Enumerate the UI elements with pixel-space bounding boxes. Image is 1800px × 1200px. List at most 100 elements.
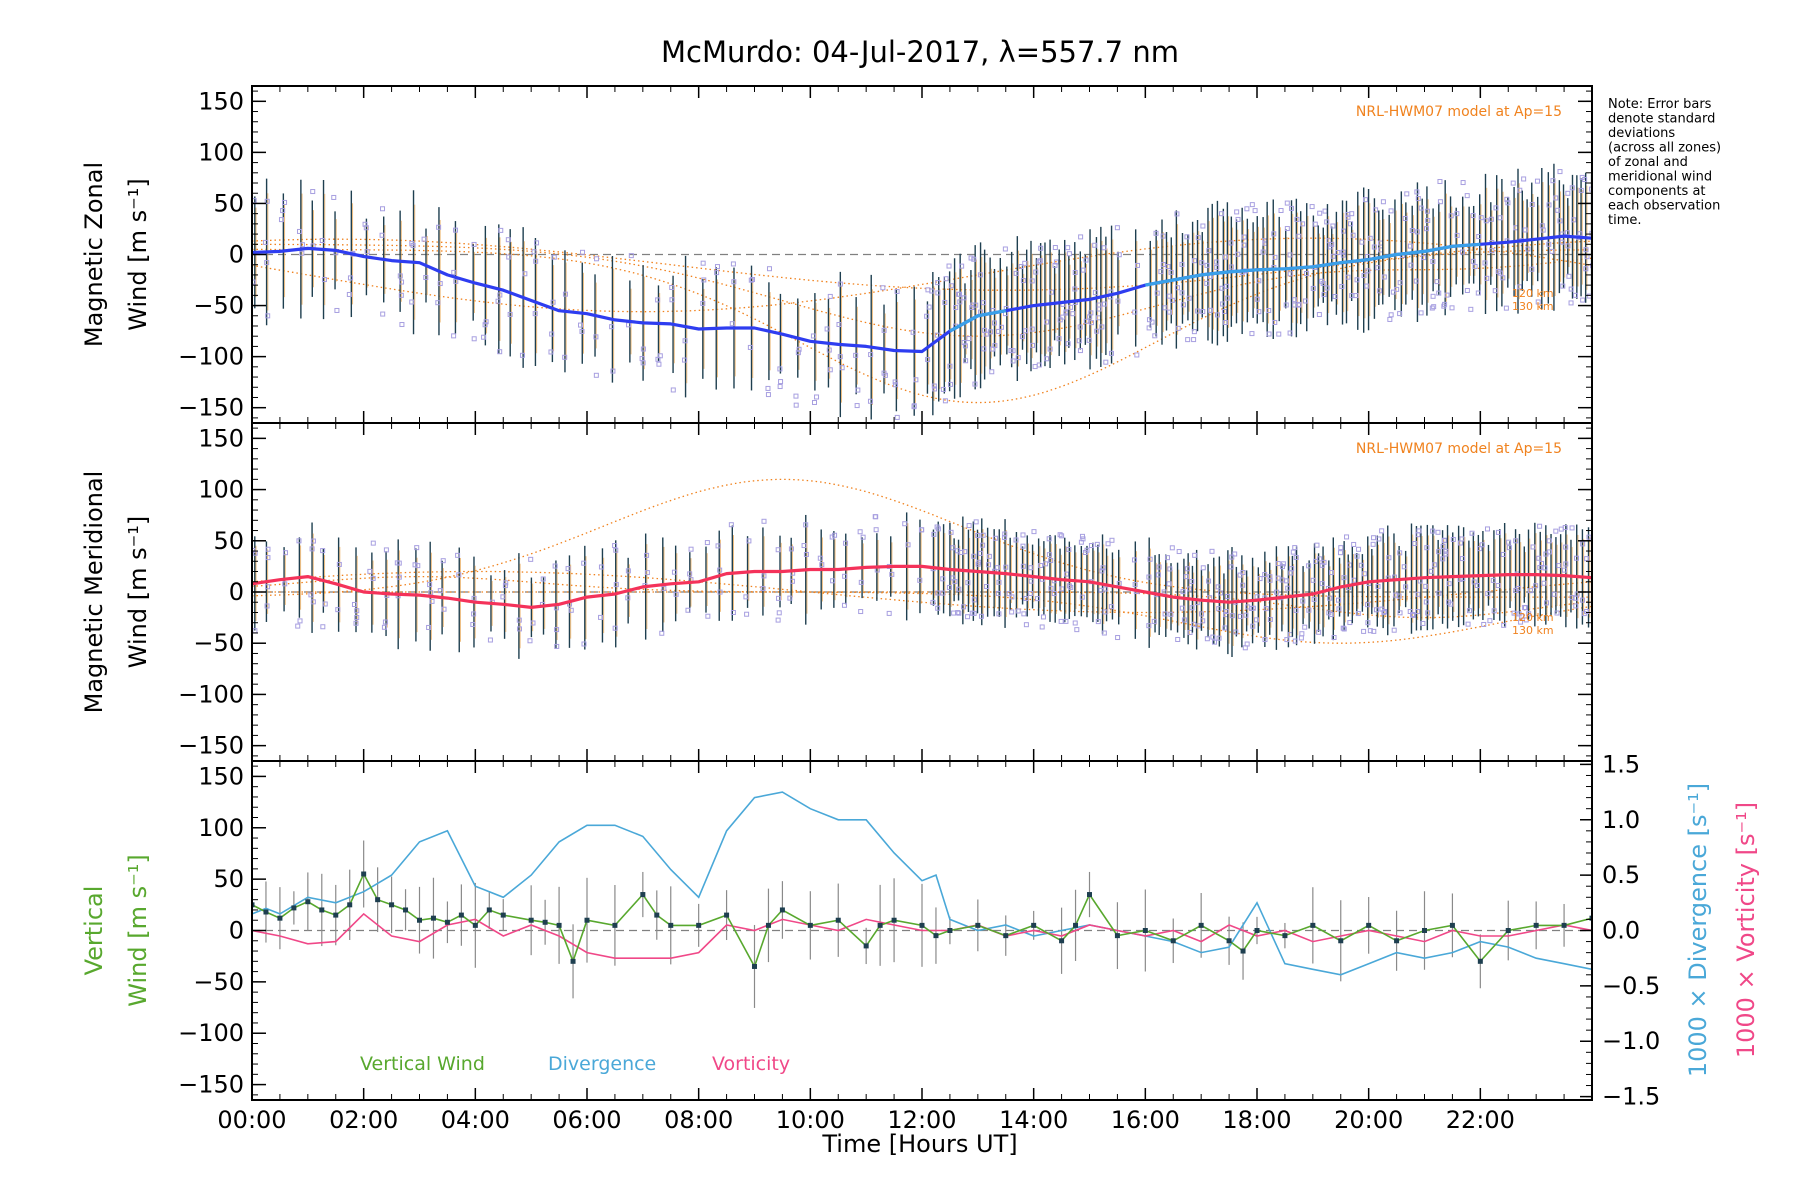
scatter-point bbox=[1440, 543, 1446, 549]
scatter-point bbox=[1162, 305, 1168, 311]
vertical-wind-point bbox=[1254, 928, 1260, 933]
scatter-point bbox=[1103, 359, 1109, 365]
scatter-point bbox=[1584, 556, 1590, 562]
scatter-point bbox=[1479, 542, 1485, 548]
scatter-point bbox=[1551, 591, 1557, 597]
scatter-point bbox=[880, 285, 886, 291]
scatter-point bbox=[441, 606, 447, 612]
scatter-point bbox=[1321, 292, 1327, 298]
scatter-point bbox=[1028, 591, 1034, 597]
scatter-point bbox=[1464, 193, 1470, 199]
scatter-point bbox=[1272, 319, 1278, 325]
divergence-line bbox=[252, 791, 1592, 976]
scatter-point bbox=[299, 250, 305, 256]
scatter-point bbox=[947, 363, 953, 369]
scatter-point bbox=[935, 590, 941, 596]
scatter-point bbox=[1387, 316, 1393, 322]
scatter-point bbox=[1043, 319, 1049, 325]
scatter-point bbox=[612, 543, 618, 549]
scatter-point bbox=[594, 256, 600, 262]
x-tick-label: 10:00 bbox=[776, 1106, 845, 1134]
scatter-point bbox=[321, 277, 327, 283]
scatter-point bbox=[1394, 286, 1400, 292]
legend-item: Divergence bbox=[548, 1053, 656, 1075]
scatter-point bbox=[931, 531, 937, 537]
scatter-point bbox=[1220, 301, 1226, 307]
scatter-point bbox=[1437, 179, 1443, 185]
vertical-wind-point bbox=[1087, 892, 1092, 898]
scatter-point bbox=[814, 394, 820, 400]
scatter-point bbox=[1010, 358, 1016, 364]
scatter-point bbox=[973, 519, 979, 525]
scatter-point bbox=[1038, 562, 1044, 568]
scatter-point bbox=[1449, 305, 1455, 311]
scatter-point bbox=[775, 617, 781, 623]
scatter-point bbox=[1361, 273, 1367, 279]
scatter-point bbox=[857, 529, 863, 535]
scatter-point bbox=[322, 601, 328, 607]
scatter-point bbox=[1310, 577, 1316, 583]
vertical-wind-point bbox=[877, 922, 883, 928]
scatter-point bbox=[893, 382, 899, 388]
vertical-wind-point bbox=[779, 907, 785, 913]
scatter-point bbox=[670, 387, 676, 393]
scatter-point bbox=[1102, 609, 1108, 615]
scatter-point bbox=[1146, 325, 1152, 331]
scatter-point bbox=[934, 332, 940, 338]
scatter-point bbox=[1515, 585, 1521, 591]
scatter-point bbox=[1446, 581, 1452, 587]
vertical-wind-point bbox=[584, 917, 590, 923]
legend-item: Vertical Wind bbox=[360, 1053, 485, 1075]
scatter-point bbox=[1437, 199, 1443, 205]
scatter-point bbox=[451, 269, 457, 275]
scatter-point bbox=[1336, 606, 1342, 612]
scatter-point bbox=[947, 381, 953, 387]
scatter-point bbox=[1345, 274, 1351, 280]
scatter-point bbox=[1340, 249, 1346, 255]
scatter-point bbox=[992, 535, 998, 541]
scatter-point bbox=[1550, 178, 1556, 184]
scatter-point bbox=[299, 242, 305, 248]
scatter-point bbox=[1101, 630, 1107, 636]
scatter-point bbox=[1206, 578, 1212, 584]
scatter-point bbox=[1561, 567, 1567, 573]
scatter-point bbox=[1542, 565, 1548, 571]
y-axis-label: Wind [m s⁻¹] bbox=[124, 854, 152, 1006]
divergence-axis-label: 1000 × Divergence [s⁻¹] bbox=[1684, 783, 1712, 1077]
y-tick-label: 0 bbox=[229, 578, 244, 606]
scatter-point bbox=[982, 327, 988, 333]
y-tick-label: −50 bbox=[193, 292, 244, 320]
scatter-point bbox=[1505, 200, 1511, 206]
scatter-point bbox=[1284, 226, 1290, 232]
scatter-point bbox=[682, 357, 688, 363]
scatter-point bbox=[1206, 248, 1212, 254]
scatter-point bbox=[351, 601, 357, 607]
scatter-point bbox=[1354, 277, 1360, 283]
scatter-point bbox=[1046, 552, 1052, 558]
vertical-wind-point bbox=[263, 909, 269, 915]
scatter-point bbox=[1070, 311, 1076, 317]
y-tick-label: 150 bbox=[198, 762, 244, 790]
scatter-point bbox=[297, 618, 303, 624]
zonal-wind-line-highlight bbox=[949, 309, 1007, 333]
scatter-point bbox=[1314, 542, 1320, 548]
scatter-point bbox=[1288, 205, 1294, 211]
scatter-point bbox=[714, 270, 720, 276]
x-tick-label: 00:00 bbox=[217, 1106, 286, 1134]
scatter-point bbox=[730, 261, 736, 267]
scatter-point bbox=[1060, 314, 1066, 320]
vertical-wind-point bbox=[1561, 922, 1567, 928]
model-label: NRL-HWM07 model at Ap=15 bbox=[1356, 104, 1562, 120]
scatter-point bbox=[1340, 625, 1346, 631]
y-tick-label: 50 bbox=[213, 865, 244, 893]
scatter-point bbox=[669, 297, 675, 303]
scatter-point bbox=[858, 579, 864, 585]
scatter-point bbox=[705, 613, 711, 619]
scatter-point bbox=[1510, 180, 1516, 186]
scatter-point bbox=[1536, 555, 1542, 561]
scatter-point bbox=[1234, 209, 1240, 215]
scatter-point bbox=[1565, 190, 1571, 196]
y-tick-label: 100 bbox=[198, 814, 244, 842]
scatter-point bbox=[957, 291, 963, 297]
vertical-wind-point bbox=[696, 922, 702, 928]
